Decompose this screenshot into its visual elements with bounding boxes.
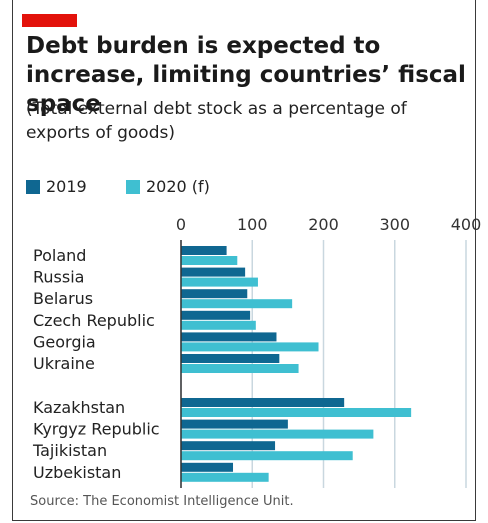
category-label-poland: Poland [33, 246, 86, 265]
bar-belarus-2020 [181, 299, 293, 309]
bar-belarus-2019 [181, 289, 248, 299]
bar-tajikistan-2019 [181, 441, 276, 451]
bar-georgia-2019 [181, 332, 277, 342]
bar-ukraine-2020 [181, 364, 299, 373]
bar-kazakhstan-2020 [181, 408, 412, 417]
x-tick-label-300: 300 [379, 215, 410, 234]
bar-poland-2019 [181, 246, 227, 255]
category-label-georgia: Georgia [33, 332, 96, 351]
bar-czech-republic-2020 [181, 320, 256, 330]
bar-kyrgyz-republic-2020 [181, 429, 374, 439]
legend-label-2019: 2019 [46, 177, 87, 196]
bar-georgia-2020 [181, 342, 319, 352]
category-label-kyrgyz-republic: Kyrgyz Republic [33, 420, 160, 439]
category-label-ukraine: Ukraine [33, 354, 95, 373]
category-label-tajikistan: Tajikistan [32, 441, 107, 460]
bar-ukraine-2019 [181, 354, 280, 363]
category-label-uzbekistan: Uzbekistan [33, 463, 121, 482]
category-label-czech-republic: Czech Republic [33, 311, 155, 330]
x-tick-label-0: 0 [176, 215, 186, 234]
category-label-russia: Russia [33, 268, 84, 287]
brand-accent-bar [22, 14, 77, 27]
category-label-kazakhstan: Kazakhstan [33, 398, 125, 417]
legend-swatch-2020 [126, 180, 140, 194]
bar-uzbekistan-2019 [181, 462, 234, 472]
bar-kazakhstan-2019 [181, 398, 345, 407]
bar-uzbekistan-2020 [181, 472, 269, 482]
legend-label-2020: 2020 (f) [146, 177, 210, 196]
x-tick-label-100: 100 [237, 215, 268, 234]
category-label-belarus: Belarus [33, 289, 93, 308]
bar-russia-2019 [181, 267, 246, 277]
bar-kyrgyz-republic-2019 [181, 419, 288, 429]
bar-poland-2020 [181, 256, 238, 265]
x-tick-label-200: 200 [308, 215, 339, 234]
bar-tajikistan-2020 [181, 451, 353, 461]
chart-title: Debt burden is expected to increase, lim… [26, 33, 466, 117]
legend-swatch-2019 [26, 180, 40, 194]
bar-russia-2020 [181, 277, 258, 287]
source-note: Source: The Economist Intelligence Unit. [30, 494, 294, 509]
x-tick-label-400: 400 [451, 215, 482, 234]
bar-czech-republic-2019 [181, 310, 251, 320]
chart-subtitle: (Total external debt stock as a percenta… [26, 99, 407, 143]
